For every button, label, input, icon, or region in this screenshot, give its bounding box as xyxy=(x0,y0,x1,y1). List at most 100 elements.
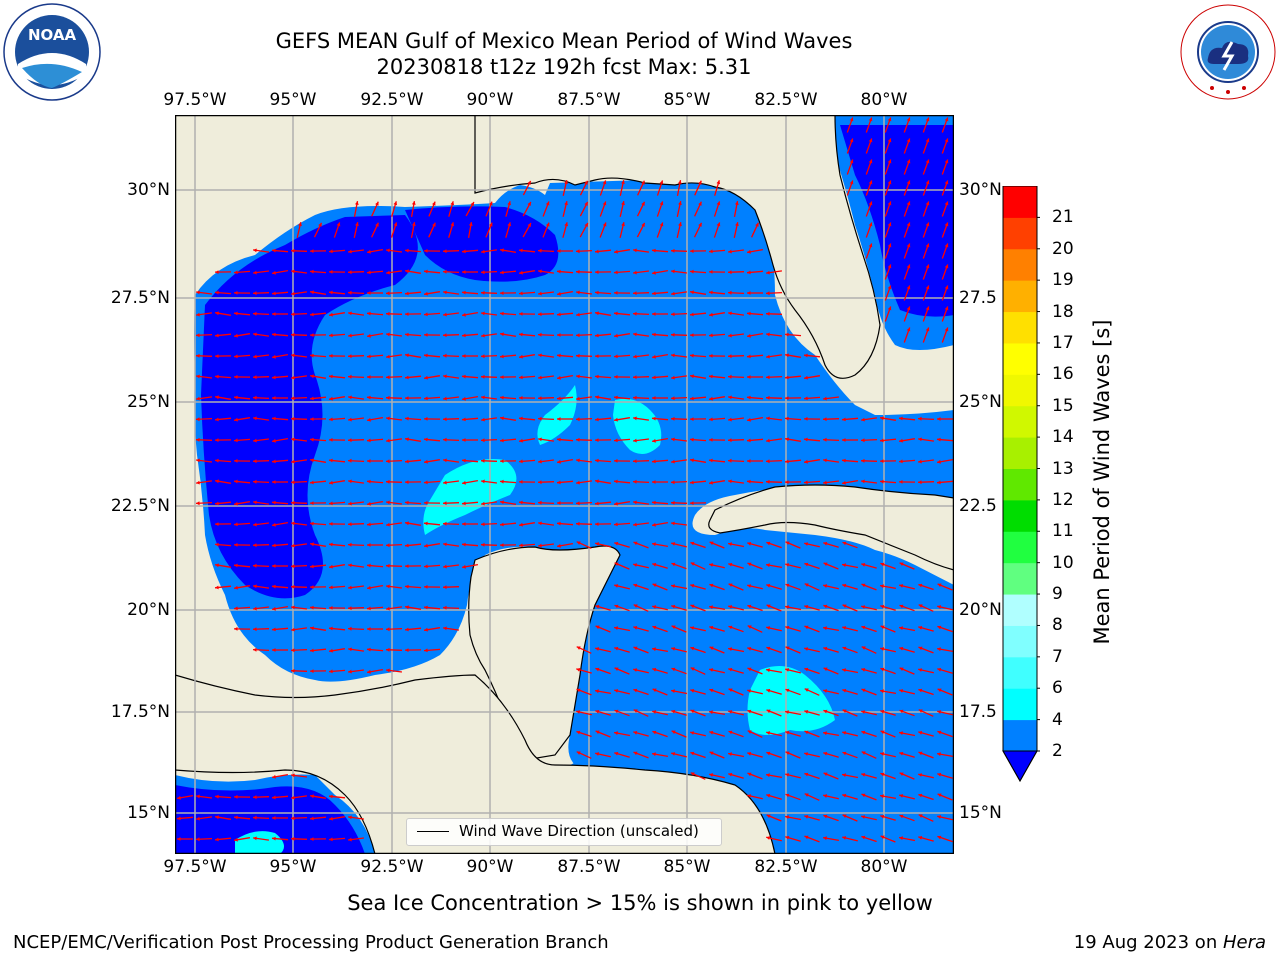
wind-wave-arrow xyxy=(842,814,858,822)
wind-wave-arrow xyxy=(556,521,574,526)
colorbar-tick-label: 2 xyxy=(1052,741,1063,761)
wind-wave-arrow xyxy=(823,794,839,800)
wind-wave-arrow xyxy=(690,541,706,549)
wind-wave-arrow xyxy=(253,500,269,505)
wind-wave-arrow xyxy=(423,521,441,526)
wind-wave-arrow xyxy=(594,333,612,338)
wind-wave-arrow xyxy=(747,459,763,463)
wind-wave-arrow xyxy=(937,688,953,696)
wind-wave-arrow xyxy=(253,522,269,527)
wind-wave-arrow xyxy=(690,751,706,759)
lon-label-bottom: 87.5°W xyxy=(557,857,621,877)
wind-wave-arrow xyxy=(880,835,896,843)
wind-wave-arrow xyxy=(594,354,612,358)
wind-wave-arrow xyxy=(709,625,725,632)
wind-wave-arrow xyxy=(499,522,517,527)
wind-wave-arrow xyxy=(481,479,497,484)
wind-wave-arrow xyxy=(727,354,745,359)
wind-wave-arrow xyxy=(309,501,327,505)
wind-wave-arrow xyxy=(690,562,706,570)
wind-wave-arrow xyxy=(537,500,555,505)
colorbar-bands xyxy=(1002,185,1040,783)
wind-wave-arrow xyxy=(766,541,782,549)
wind-wave-arrow xyxy=(252,395,270,400)
wind-wave-arrow xyxy=(842,604,858,612)
wind-wave-arrow xyxy=(785,668,801,674)
wind-wave-arrow xyxy=(233,311,251,316)
wind-wave-arrow xyxy=(879,689,897,695)
wind-wave-arrow xyxy=(347,270,365,275)
wind-wave-arrow xyxy=(671,562,687,570)
wind-wave-arrow xyxy=(328,354,346,358)
wind-wave-arrow xyxy=(861,835,877,843)
wind-wave-arrow xyxy=(366,479,384,484)
wind-wave-arrow xyxy=(708,417,726,422)
colorbar-band xyxy=(1003,719,1037,752)
wind-wave-arrow xyxy=(404,584,422,589)
wind-wave-arrow xyxy=(386,500,402,505)
wind-wave-arrow xyxy=(765,459,783,464)
wind-wave-arrow xyxy=(747,689,763,695)
wind-wave-arrow xyxy=(366,416,384,422)
wind-wave-arrow xyxy=(518,375,536,380)
wind-wave-arrow xyxy=(613,417,631,422)
wind-wave-arrow xyxy=(366,563,384,568)
wind-wave-arrow xyxy=(880,667,896,675)
wind-wave-arrow xyxy=(291,543,307,548)
wind-wave-arrow xyxy=(594,458,612,463)
wind-wave-arrow xyxy=(518,480,536,484)
colorbar-band xyxy=(1003,186,1037,218)
wind-wave-arrow xyxy=(595,709,611,716)
central-america-land xyxy=(174,674,776,855)
wind-wave-arrow xyxy=(690,584,706,590)
wind-wave-arrow xyxy=(823,709,839,717)
wind-wave-arrow xyxy=(804,835,820,843)
wind-wave-arrow xyxy=(671,437,687,442)
wind-wave-arrow xyxy=(636,201,646,217)
nws-logo xyxy=(1178,2,1278,102)
wind-wave-arrow xyxy=(842,688,858,695)
wind-wave-arrow xyxy=(404,416,422,421)
wind-wave-arrow xyxy=(177,837,193,841)
wind-wave-arrow xyxy=(518,416,536,421)
wind-wave-arrow xyxy=(272,564,288,568)
wind-wave-arrow xyxy=(841,417,859,422)
wind-wave-arrow xyxy=(903,327,911,343)
wind-wave-arrow xyxy=(633,563,649,569)
wind-wave-arrow xyxy=(898,416,916,421)
wind-wave-arrow xyxy=(823,396,839,401)
wind-wave-arrow xyxy=(461,563,479,569)
colorbar-band xyxy=(1003,248,1037,281)
wind-wave-arrow xyxy=(709,583,725,591)
wind-wave-arrow xyxy=(538,269,554,274)
wind-wave-arrow xyxy=(613,438,631,443)
wind-wave-arrow xyxy=(766,332,782,337)
wind-wave-arrow xyxy=(651,647,669,653)
wind-wave-arrow xyxy=(689,353,707,358)
wind-wave-arrow xyxy=(804,605,820,611)
wind-wave-arrow xyxy=(309,249,327,253)
wind-wave-arrow xyxy=(918,604,934,612)
wind-wave-arrow xyxy=(676,201,682,217)
wind-wave-arrow xyxy=(481,501,497,506)
wind-wave-arrow xyxy=(385,375,403,380)
colorbar-tick-label: 10 xyxy=(1052,552,1074,573)
yucatan-land xyxy=(468,545,621,761)
wind-wave-arrow xyxy=(594,522,612,526)
wind-wave-arrow xyxy=(747,542,763,548)
wind-wave-arrow xyxy=(385,291,403,296)
wind-wave-arrow xyxy=(747,647,763,653)
wind-wave-arrow xyxy=(443,626,459,631)
wind-wave-arrow xyxy=(253,438,269,443)
lon-label-top: 85°W xyxy=(663,90,711,110)
wind-wave-arrow xyxy=(214,458,232,463)
wind-wave-arrow xyxy=(480,438,498,443)
wind-wave-arrow xyxy=(671,542,687,548)
wind-wave-arrow xyxy=(708,270,726,274)
wind-wave-arrow xyxy=(941,159,949,175)
wind-wave-arrow xyxy=(423,417,441,421)
wind-wave-arrow xyxy=(271,269,289,275)
wind-wave-arrow xyxy=(271,437,289,443)
wind-wave-arrow xyxy=(652,710,668,716)
wind-wave-arrow xyxy=(423,627,441,632)
